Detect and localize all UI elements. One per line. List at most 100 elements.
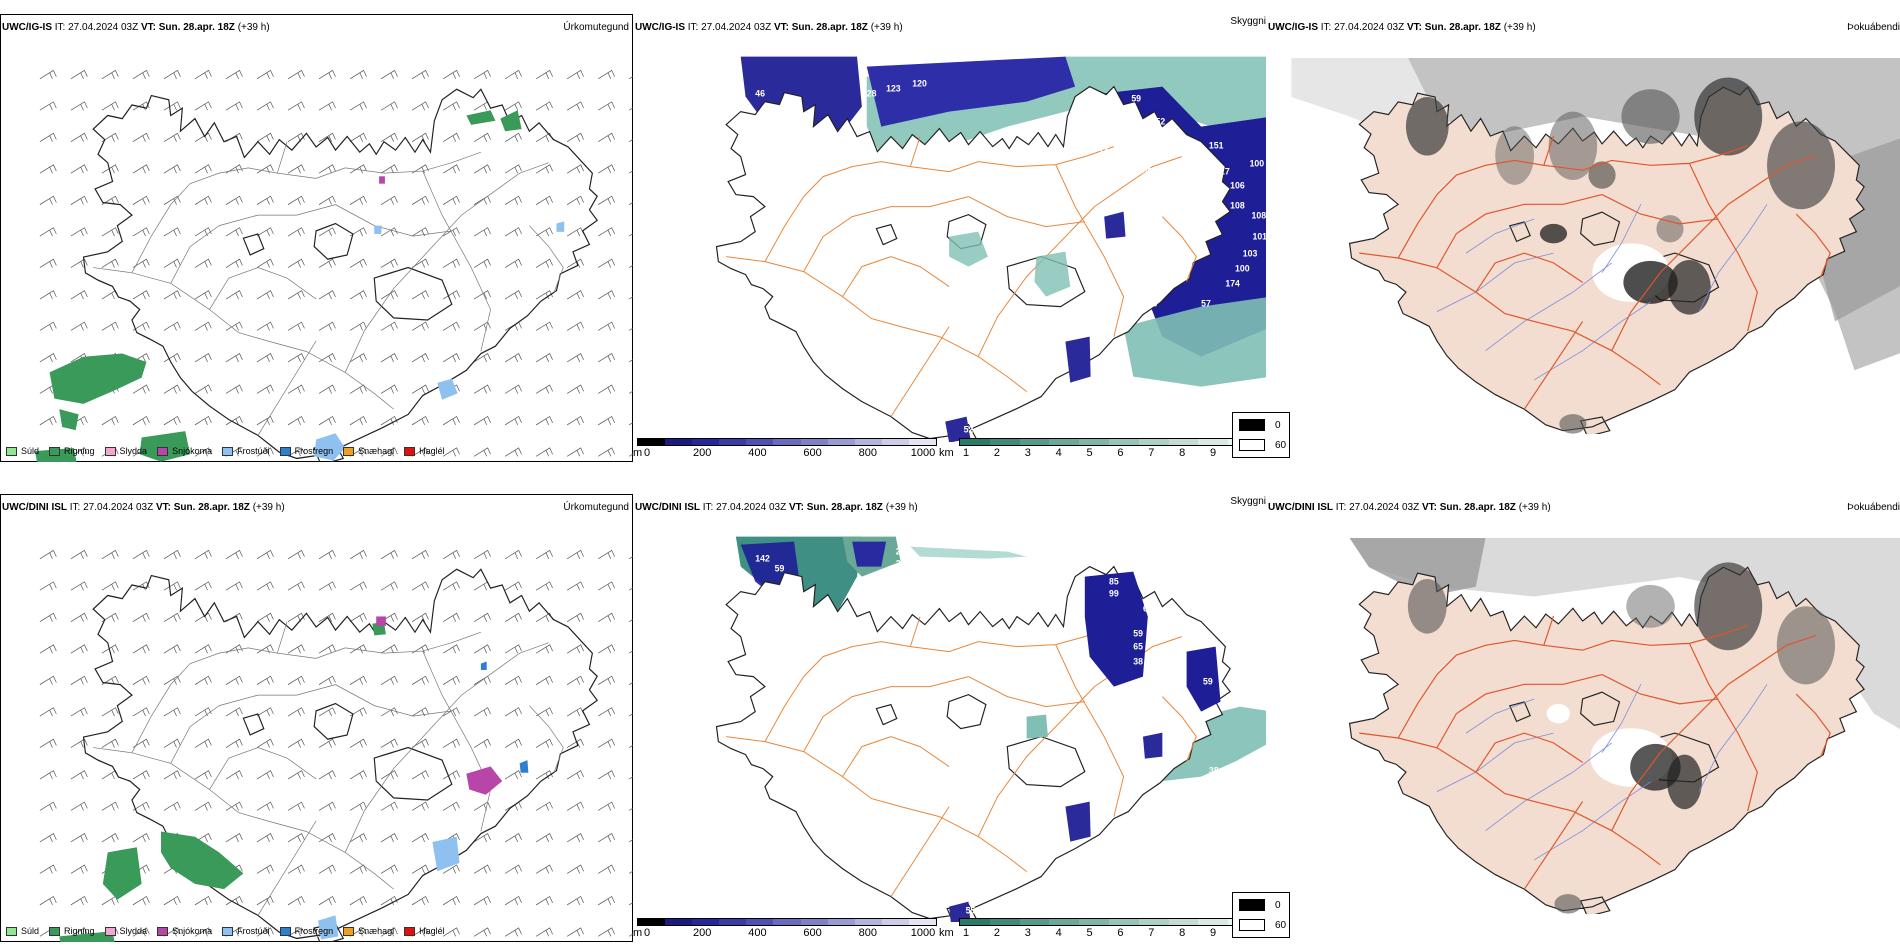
wind-barb	[318, 384, 336, 394]
wind-barb	[349, 227, 367, 237]
wind-barb	[318, 164, 336, 174]
wind-barb	[163, 770, 181, 780]
fog-legend-label: 0	[1275, 899, 1281, 911]
precip-legend-item: Snæhagl	[343, 446, 394, 456]
visibility-value-label: 142	[755, 553, 770, 563]
wind-barb	[132, 644, 150, 654]
wind-barb	[566, 321, 584, 331]
visibility-value-label: 174	[1225, 278, 1240, 288]
precip-legend-item: Frostregn	[279, 926, 333, 936]
wind-barb	[132, 132, 150, 143]
visibility-value-label: 233	[896, 546, 911, 556]
wind-barb	[597, 290, 615, 300]
colorbar-segment	[773, 919, 801, 925]
wind-barb	[380, 69, 398, 80]
colorbar-segment	[1108, 439, 1139, 445]
wind-barb	[442, 164, 460, 174]
legend-swatch	[49, 926, 61, 936]
wind-barb	[566, 738, 584, 748]
wind-barb	[101, 833, 119, 843]
wind-barb	[349, 195, 367, 205]
wind-barb	[566, 770, 584, 780]
wind-barb	[101, 612, 119, 623]
colorbar-tick: 3	[1024, 447, 1031, 459]
colorbar-segment	[692, 919, 720, 925]
wind-barb	[411, 132, 429, 143]
wind-barb	[380, 549, 398, 560]
legend-swatch	[279, 446, 291, 456]
wind-barb	[411, 321, 429, 331]
wind-barb	[70, 549, 88, 560]
visibility-map: 46 53 53 128 123 120 65 59 69 52 54 72 56 151 100 59 59 1…	[715, 56, 1266, 442]
visibility-value-label: 108	[1252, 210, 1266, 220]
precip-legend-item: Rigning	[49, 926, 95, 936]
legend-swatch	[279, 926, 291, 936]
fog-swatch-0	[1239, 899, 1265, 911]
wind-barb	[163, 549, 181, 560]
wind-barb	[225, 69, 243, 80]
wind-barb	[380, 675, 398, 685]
wind-barb	[504, 353, 522, 363]
wind-barb	[411, 447, 429, 457]
wind-barb	[132, 801, 150, 811]
wind-barb	[535, 164, 553, 174]
wind-barb	[349, 675, 367, 685]
wind-barb	[101, 801, 119, 811]
wind-barb	[380, 927, 398, 937]
wind-barb	[473, 644, 491, 654]
legend-label: Rigning	[64, 926, 95, 936]
wind-barb	[411, 415, 429, 426]
visibility-value-label: 120	[912, 78, 927, 88]
wind-barb	[194, 290, 212, 300]
wind-barb	[256, 864, 274, 874]
wind-barb	[411, 644, 429, 654]
wind-barb	[318, 290, 336, 300]
wind-barb	[411, 612, 429, 623]
colorbar-tick: 400	[748, 927, 767, 939]
wind-barb	[473, 384, 491, 394]
wind-barb	[194, 415, 212, 426]
wind-barb	[566, 833, 584, 843]
colorbar-tick: 6	[1117, 927, 1124, 939]
colorbar-tick: 4	[1055, 447, 1062, 459]
river-network	[1436, 204, 1768, 381]
wind-barb	[349, 549, 367, 560]
legend-swatch	[104, 446, 116, 456]
wind-barb	[411, 195, 429, 205]
colorbar-segment	[827, 439, 855, 445]
lead-time: (+39 h)	[870, 22, 903, 33]
wind-barb	[132, 195, 150, 205]
wind-barb	[566, 447, 584, 457]
wind-barb	[132, 675, 150, 685]
colorbar-segment	[908, 919, 937, 925]
wind-barb	[566, 612, 584, 623]
visibility-value-label: 234	[896, 558, 911, 568]
wind-barb	[101, 738, 119, 748]
wind-barb	[101, 321, 119, 331]
legend-label: Snjókoma	[172, 446, 213, 456]
wind-barb	[163, 69, 181, 80]
valid-label: VT:	[140, 22, 156, 33]
wind-barb	[256, 415, 274, 426]
wind-barb	[411, 833, 429, 843]
wind-barb	[256, 290, 274, 300]
wind-barb	[442, 321, 460, 331]
wind-barb	[163, 164, 181, 174]
colorbar-unit-m: m	[633, 927, 643, 939]
colorbar-tick: 800	[858, 927, 877, 939]
fog-indicator-panel: UWC/DINI ISL IT: 27.04.2024 03Z VT: Sun.…	[1232, 494, 1900, 944]
colorbar-segment	[665, 919, 693, 925]
legend-swatch	[404, 446, 416, 456]
inland-fog-patches	[949, 571, 1221, 922]
wind-barb	[256, 770, 274, 780]
wind-barb	[349, 738, 367, 748]
wind-barb	[225, 770, 243, 780]
colorbar-tick: 8	[1179, 447, 1186, 459]
snow-areas	[379, 176, 385, 184]
wind-barb	[349, 101, 367, 111]
wind-barb	[256, 195, 274, 205]
visibility-value-label: 53	[775, 128, 785, 138]
wind-barb	[287, 833, 305, 843]
visibility-value-label: 72	[1099, 143, 1109, 153]
wind-barb	[256, 227, 274, 237]
